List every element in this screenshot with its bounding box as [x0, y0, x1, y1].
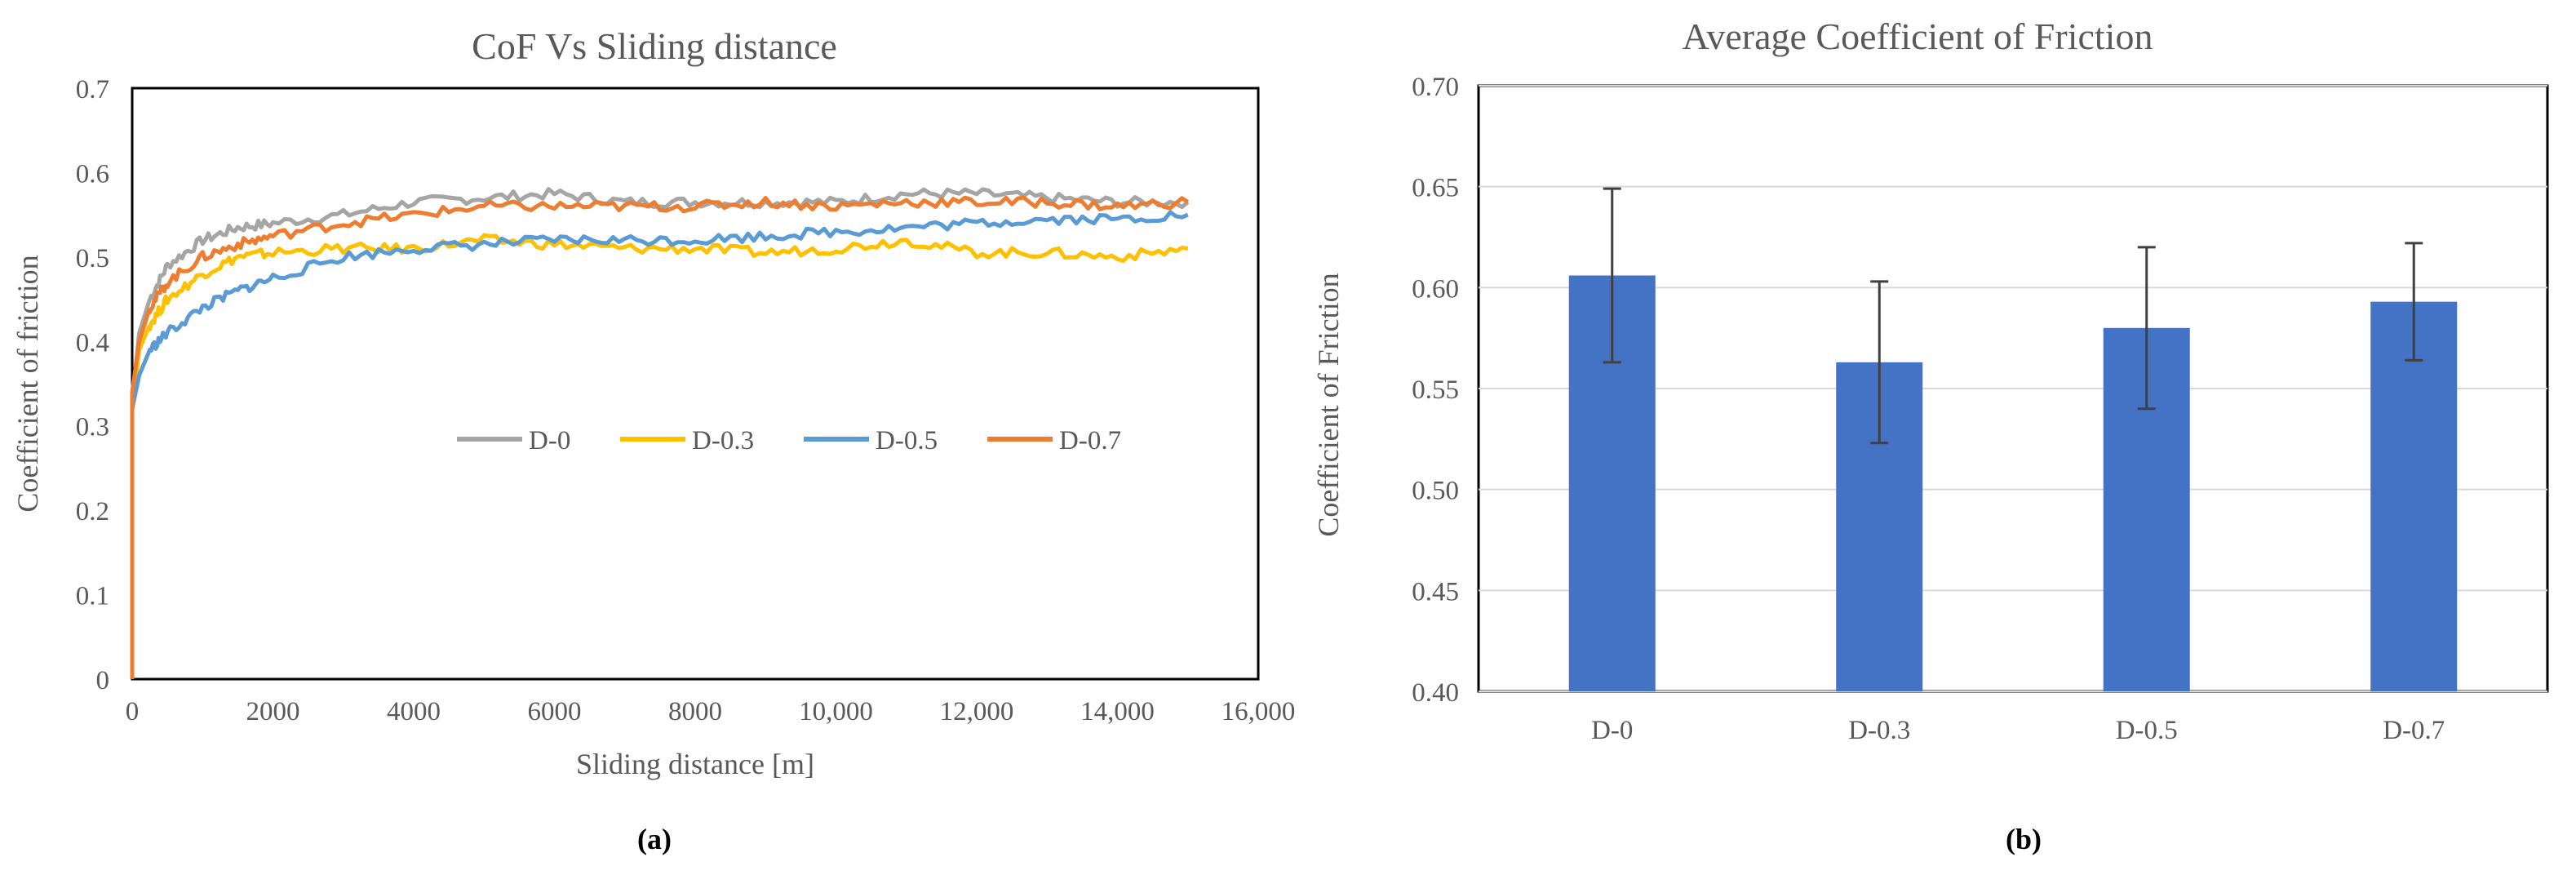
- line-chart-panel: CoF Vs Sliding distance 0 0.1 0.2 0.3 0.4 0.5…: [11, 25, 1295, 855]
- y-tick-label: 0.60: [1412, 274, 1459, 304]
- x-tick-label: 10,000: [799, 697, 873, 726]
- line-chart-xlabel: Sliding distance [m]: [576, 748, 814, 780]
- x-tick-label: 12,000: [940, 697, 1014, 726]
- y-tick-label: 0.65: [1412, 174, 1459, 203]
- bar-chart-ylabel: Coefficient of Friction: [1312, 273, 1345, 536]
- line-chart-ylabel: Coefficient of friction: [11, 255, 44, 512]
- y-tick-label: 0.7: [76, 75, 109, 104]
- line-chart-x-ticks: 0 2000 4000 6000 8000 10,000 12,000 14,000 16,00…: [126, 697, 1296, 726]
- bar-chart-gridlines: [1479, 85, 2547, 692]
- bar-chart-x-ticks: D-0 D-0.3 D-0.5 D-0.7: [1591, 716, 2445, 745]
- x-tick-label: 2000: [246, 697, 300, 726]
- line-chart-legend: D-0 D-0.3 D-0.5 D-0.7: [457, 426, 1121, 455]
- y-tick-label: 0.6: [76, 159, 109, 189]
- y-tick-label: 0.1: [76, 582, 109, 611]
- y-tick-label: 0.2: [76, 497, 109, 526]
- bar-D-0.7: [2370, 301, 2458, 691]
- y-tick-label: 0.40: [1412, 678, 1459, 708]
- line-chart-plot-area: [131, 87, 1260, 681]
- line-chart-title: CoF Vs Sliding distance: [472, 25, 837, 67]
- legend-label: D-0.3: [692, 426, 754, 455]
- legend-label: D-0.5: [876, 426, 938, 455]
- y-tick-label: 0.5: [76, 244, 109, 273]
- x-tick-label: D-0.5: [2116, 716, 2178, 745]
- x-tick-label: D-0.3: [1848, 716, 1910, 745]
- bar-chart-title: Average Coefficient of Friction: [1683, 16, 2153, 57]
- y-tick-label: 0.4: [76, 328, 109, 358]
- legend-label: D-0: [529, 426, 570, 455]
- x-tick-label: D-0.7: [2383, 716, 2445, 745]
- x-tick-label: D-0: [1591, 716, 1633, 745]
- panel-label-a: (a): [637, 823, 672, 855]
- legend-label: D-0.7: [1059, 426, 1121, 455]
- line-chart-series: [130, 187, 1190, 679]
- y-tick-label: 0.3: [76, 413, 109, 442]
- x-tick-label: 8000: [668, 697, 722, 726]
- bar-chart-panel: Average Coefficient of Friction 0.40 0.45…: [1312, 16, 2549, 855]
- x-tick-label: 14,000: [1080, 697, 1155, 726]
- x-tick-label: 4000: [387, 697, 441, 726]
- series-line-D-0.5: [130, 210, 1189, 679]
- line-chart-y-ticks: 0 0.1 0.2 0.3 0.4 0.5 0.6 0.7: [76, 75, 109, 695]
- y-tick-label: 0: [96, 666, 110, 695]
- y-tick-label: 0.50: [1412, 477, 1459, 506]
- x-tick-label: 6000: [528, 697, 582, 726]
- y-tick-label: 0.70: [1412, 73, 1459, 102]
- bar-chart-y-ticks: 0.40 0.45 0.50 0.55 0.60 0.65 0.70: [1412, 73, 1459, 708]
- x-tick-label: 0: [126, 697, 140, 726]
- y-tick-label: 0.45: [1412, 577, 1459, 606]
- bar-chart-bars: [1568, 187, 2458, 691]
- x-tick-label: 16,000: [1221, 697, 1296, 726]
- series-line-D-0: [130, 187, 1190, 679]
- series-line-D-0.3: [130, 233, 1189, 679]
- panel-label-b: (b): [2006, 823, 2042, 855]
- series-line-D-0.7: [130, 195, 1190, 679]
- y-tick-label: 0.55: [1412, 375, 1459, 405]
